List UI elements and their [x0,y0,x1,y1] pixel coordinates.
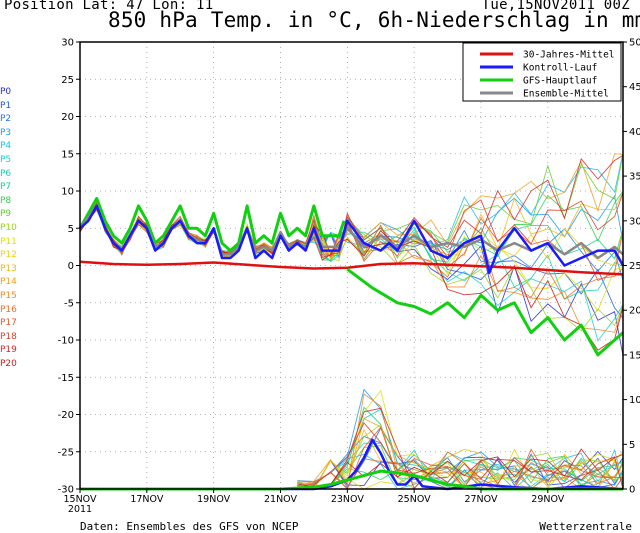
brand-label: Wetterzentrale [539,520,632,533]
tick-label-y-right: 5 [629,440,635,451]
member-label: P18 [0,331,17,342]
tick-label-y-left: -10 [58,336,74,347]
member-label: P15 [0,290,17,301]
legend-label: Ensemble-Mittel [523,89,609,100]
member-label: P14 [0,277,17,288]
member-label: P17 [0,318,17,329]
tick-label-y-right: 20 [629,306,640,317]
series-gfs-hauptlauf [78,196,346,253]
member-label: P11 [0,236,17,247]
member-line-p6 [79,201,624,300]
tick-label-y-left: -15 [58,373,74,384]
tick-label-x: 15NOV [63,494,97,505]
tick-label-y-left: 20 [61,112,74,123]
member-precip-p13 [297,428,624,490]
tick-label-x: 17NOV [130,494,164,505]
legend-label: 30-Jahres-Mittel [523,50,615,61]
axes: 302520151050-5-10-15-20-25-3050454035302… [58,38,640,516]
legend-label: GFS-Hauptlauf [523,76,597,87]
tick-label-x: 23NOV [331,494,365,505]
member-label: P10 [0,222,17,233]
series-gfs-hauptlauf-2 [346,267,624,357]
tick-label-y-right: 50 [629,38,640,49]
tick-label-y-right: 30 [629,216,640,227]
tick-label-y-right: 45 [629,82,640,93]
member-label: P4 [0,141,12,152]
member-label: P5 [0,154,12,165]
member-label: P12 [0,250,17,261]
tick-label-y-right: 40 [629,127,640,138]
tick-label-y-right: 25 [629,261,640,272]
member-precip-p19 [297,407,624,490]
series-kontroll-lauf [79,204,625,275]
tick-label-x: 29NOV [531,494,565,505]
member-legend: P0 P1 P2 P3 P4 P5 P6 P7 P8 P9 P10 P11 P12 P13 P14 P15 P1… [0,86,17,371]
tick-label-y-left: 5 [68,224,74,235]
member-label: P19 [0,345,17,356]
member-label: P8 [0,195,12,206]
member-label: P20 [0,358,17,369]
tick-label-y-left: 15 [61,149,74,160]
legend-label: Kontroll-Lauf [523,63,597,74]
member-label: P1 [0,100,12,111]
member-label: P6 [0,168,12,179]
member-label: P13 [0,263,17,274]
tick-label-y-left: -20 [58,410,74,421]
tick-label-y-right: 15 [629,350,640,361]
member-label: P7 [0,182,12,193]
chart-title: 850 hPa Temp. in °C, 6h-Niederschlag in … [108,8,640,32]
tick-label-x: 21NOV [264,494,298,505]
member-label: P2 [0,114,12,125]
tick-label-x: 27NOV [464,494,498,505]
run-date-label: Tue,15NOV2011 00Z [481,0,630,13]
tick-label-y-left: 25 [61,75,74,86]
ensemble-members [79,152,624,490]
tick-label-x: 19NOV [197,494,231,505]
legend: 30-Jahres-Mittel Kontroll-Lauf GFS-Hauptla… [462,42,622,102]
tick-label-y-left: -5 [64,298,74,309]
member-line-p11 [79,203,624,312]
x-year-label: 2011 [68,504,92,515]
member-label: P3 [0,127,12,138]
position-label: Position Lat: 47 Lon: 11 [4,0,214,13]
series-30-jahres-mittel [79,260,624,276]
data-source-label: Daten: Ensembles des GFS von NCEP [80,520,299,533]
member-label: P0 [0,87,12,97]
tick-label-y-right: 0 [629,485,635,496]
member-label: P9 [0,209,12,220]
tick-label-y-right: 10 [629,395,640,406]
tick-label-y-left: 0 [68,261,74,272]
tick-label-y-left: 30 [61,38,74,49]
member-label: P16 [0,304,17,315]
tick-label-y-right: 35 [629,172,640,183]
tick-label-y-left: -30 [58,485,74,496]
member-precip-p20 [297,448,624,489]
tick-label-x: 25NOV [398,494,432,505]
tick-label-y-left: 10 [61,187,74,198]
tick-label-y-left: -25 [58,447,74,458]
